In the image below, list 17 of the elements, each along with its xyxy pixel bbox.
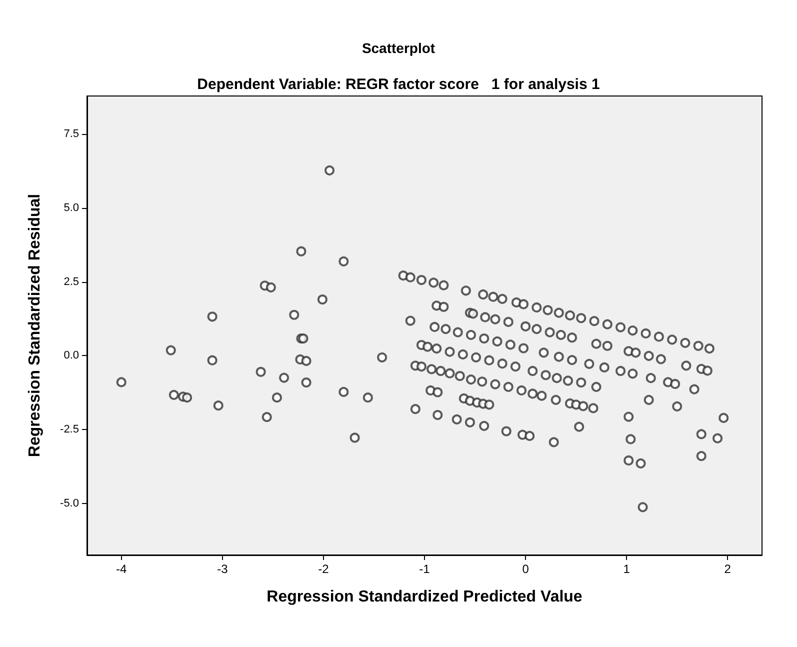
- chart-title: Scatterplot: [362, 40, 436, 56]
- x-tick-label: -1: [419, 562, 430, 576]
- x-tick-label: -3: [217, 562, 228, 576]
- y-tick-label: 7.5: [64, 128, 79, 140]
- y-axis-title: Regression Standardized Residual: [26, 194, 44, 458]
- x-axis-title: Regression Standardized Predicted Value: [266, 588, 582, 606]
- y-tick-label: -5.0: [60, 497, 79, 510]
- y-tick-label: 2.5: [64, 276, 79, 288]
- y-tick-label: 0.0: [64, 350, 79, 362]
- x-tick-label: 1: [623, 562, 630, 576]
- y-tick-label: 5.0: [64, 202, 79, 214]
- x-tick-label: 0: [522, 562, 530, 576]
- x-tick-label: 2: [724, 562, 732, 576]
- chart-subtitle: Dependent Variable: REGR factor score 1 for analysis 1: [197, 76, 600, 93]
- y-tick-label: -2.5: [60, 423, 79, 436]
- x-tick-label: -4: [116, 562, 128, 576]
- x-tick-label: -2: [318, 562, 330, 576]
